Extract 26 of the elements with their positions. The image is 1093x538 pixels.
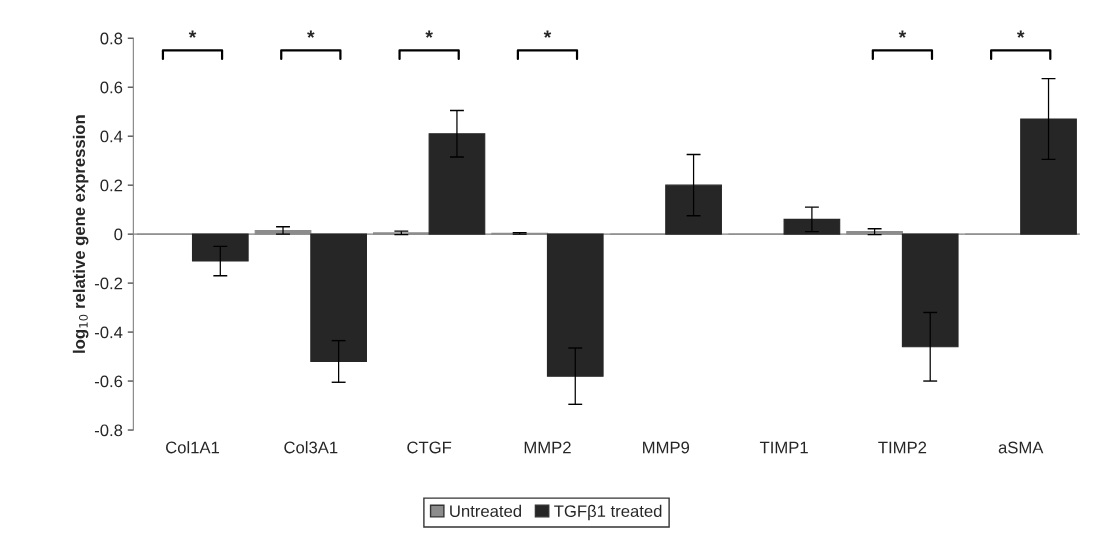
- x-tick-label: MMP2: [524, 441, 571, 454]
- x-tick-label: MMP9: [643, 441, 690, 454]
- x-tick-label: CTGF: [407, 441, 452, 454]
- legend-label: Untreated: [450, 504, 522, 518]
- text: *: [425, 30, 433, 38]
- y-tick-label: -0.6: [94, 375, 123, 388]
- x-tick-label: Col1A1: [166, 441, 220, 454]
- y-axis-title: log$_{10}$ relative gene expression: [72, 115, 89, 353]
- y-tick-label: -0.8: [94, 424, 123, 437]
- y-tick-label: 0.2: [100, 179, 123, 192]
- text: *: [898, 30, 907, 38]
- text: *: [543, 30, 552, 38]
- x-tick-label: aSMA: [998, 441, 1044, 454]
- x-tick-label: TIMP2: [878, 441, 927, 454]
- legend-label: TGFβ1 treated: [554, 504, 662, 521]
- x-tick-label: TIMP1: [759, 441, 808, 454]
- y-tick-label: 0.8: [100, 32, 123, 45]
- y-tick-label: -0.2: [94, 277, 123, 290]
- text: *: [188, 30, 197, 38]
- text: *: [307, 30, 315, 38]
- y-tick-label: 0: [114, 228, 123, 241]
- y-tick-label: 0.6: [100, 81, 123, 94]
- y-tick-label: -0.4: [94, 326, 123, 339]
- x-tick-label: Col3A1: [284, 441, 338, 454]
- y-tick-label: 0.4: [100, 130, 123, 143]
- text: *: [1017, 30, 1025, 38]
